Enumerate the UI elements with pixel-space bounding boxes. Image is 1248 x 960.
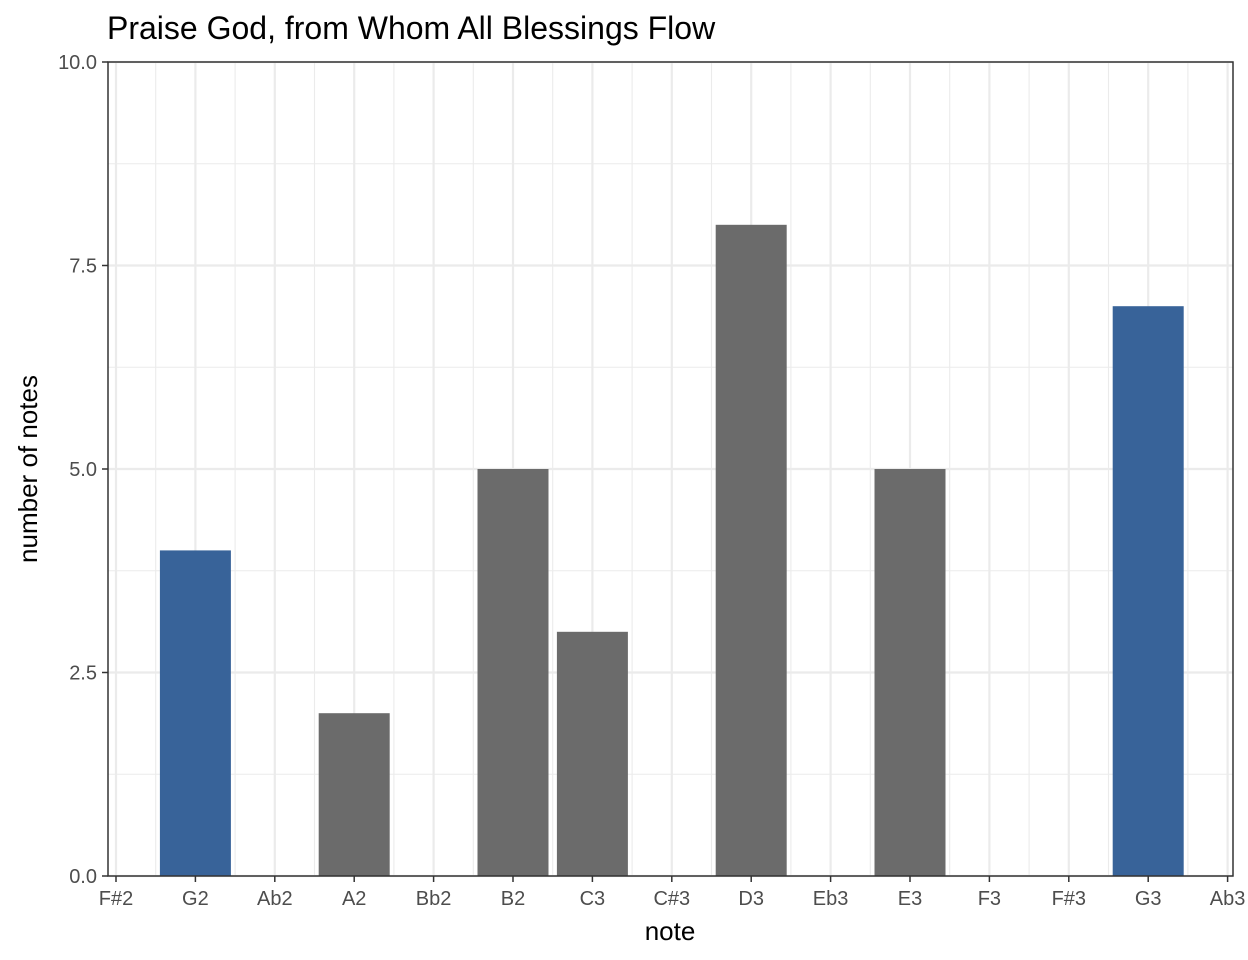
bar-g3 — [1112, 306, 1184, 876]
y-tick-label: 10.0 — [58, 52, 97, 74]
x-tick-label: Eb3 — [813, 888, 849, 910]
bars — [159, 224, 1184, 877]
bar-d3 — [715, 224, 787, 877]
x-tick-label: G3 — [1135, 888, 1162, 910]
x-tick-label: F3 — [978, 888, 1001, 910]
x-tick-label: C3 — [580, 888, 606, 910]
x-tick-label: F#3 — [1052, 888, 1086, 910]
bar-a2 — [318, 713, 390, 876]
x-tick-label: Ab2 — [257, 888, 293, 910]
x-tick-label: G2 — [182, 888, 209, 910]
y-axis: 0.0 2.5 5.0 7.5 10.0 — [58, 52, 108, 888]
x-tick-label: Ab3 — [1210, 888, 1246, 910]
x-tick-label: A2 — [342, 888, 366, 910]
x-tick-label: B2 — [501, 888, 525, 910]
x-tick-label: Bb2 — [416, 888, 452, 910]
x-tick-label: F#2 — [99, 888, 133, 910]
y-tick-label: 0.0 — [69, 866, 97, 888]
y-axis-title: number of notes — [13, 375, 43, 563]
y-tick-label: 5.0 — [69, 459, 97, 481]
x-tick-label: D3 — [738, 888, 764, 910]
bar-c3 — [556, 631, 628, 876]
chart-title: Praise God, from Whom All Blessings Flow — [107, 10, 716, 46]
x-axis: F#2 G2 Ab2 A2 Bb2 B2 C3 C#3 D3 Eb3 E3 F3 F#3 G3 Ab3 — [99, 876, 1246, 910]
x-tick-label: C#3 — [653, 888, 690, 910]
x-axis-title: note — [645, 916, 696, 946]
y-tick-label: 2.5 — [69, 663, 97, 685]
y-tick-label: 7.5 — [69, 256, 97, 278]
bar-e3 — [874, 469, 946, 876]
x-tick-label: E3 — [898, 888, 922, 910]
bar-b2 — [477, 469, 549, 876]
bar-g2 — [159, 550, 231, 876]
grid — [108, 60, 1233, 878]
